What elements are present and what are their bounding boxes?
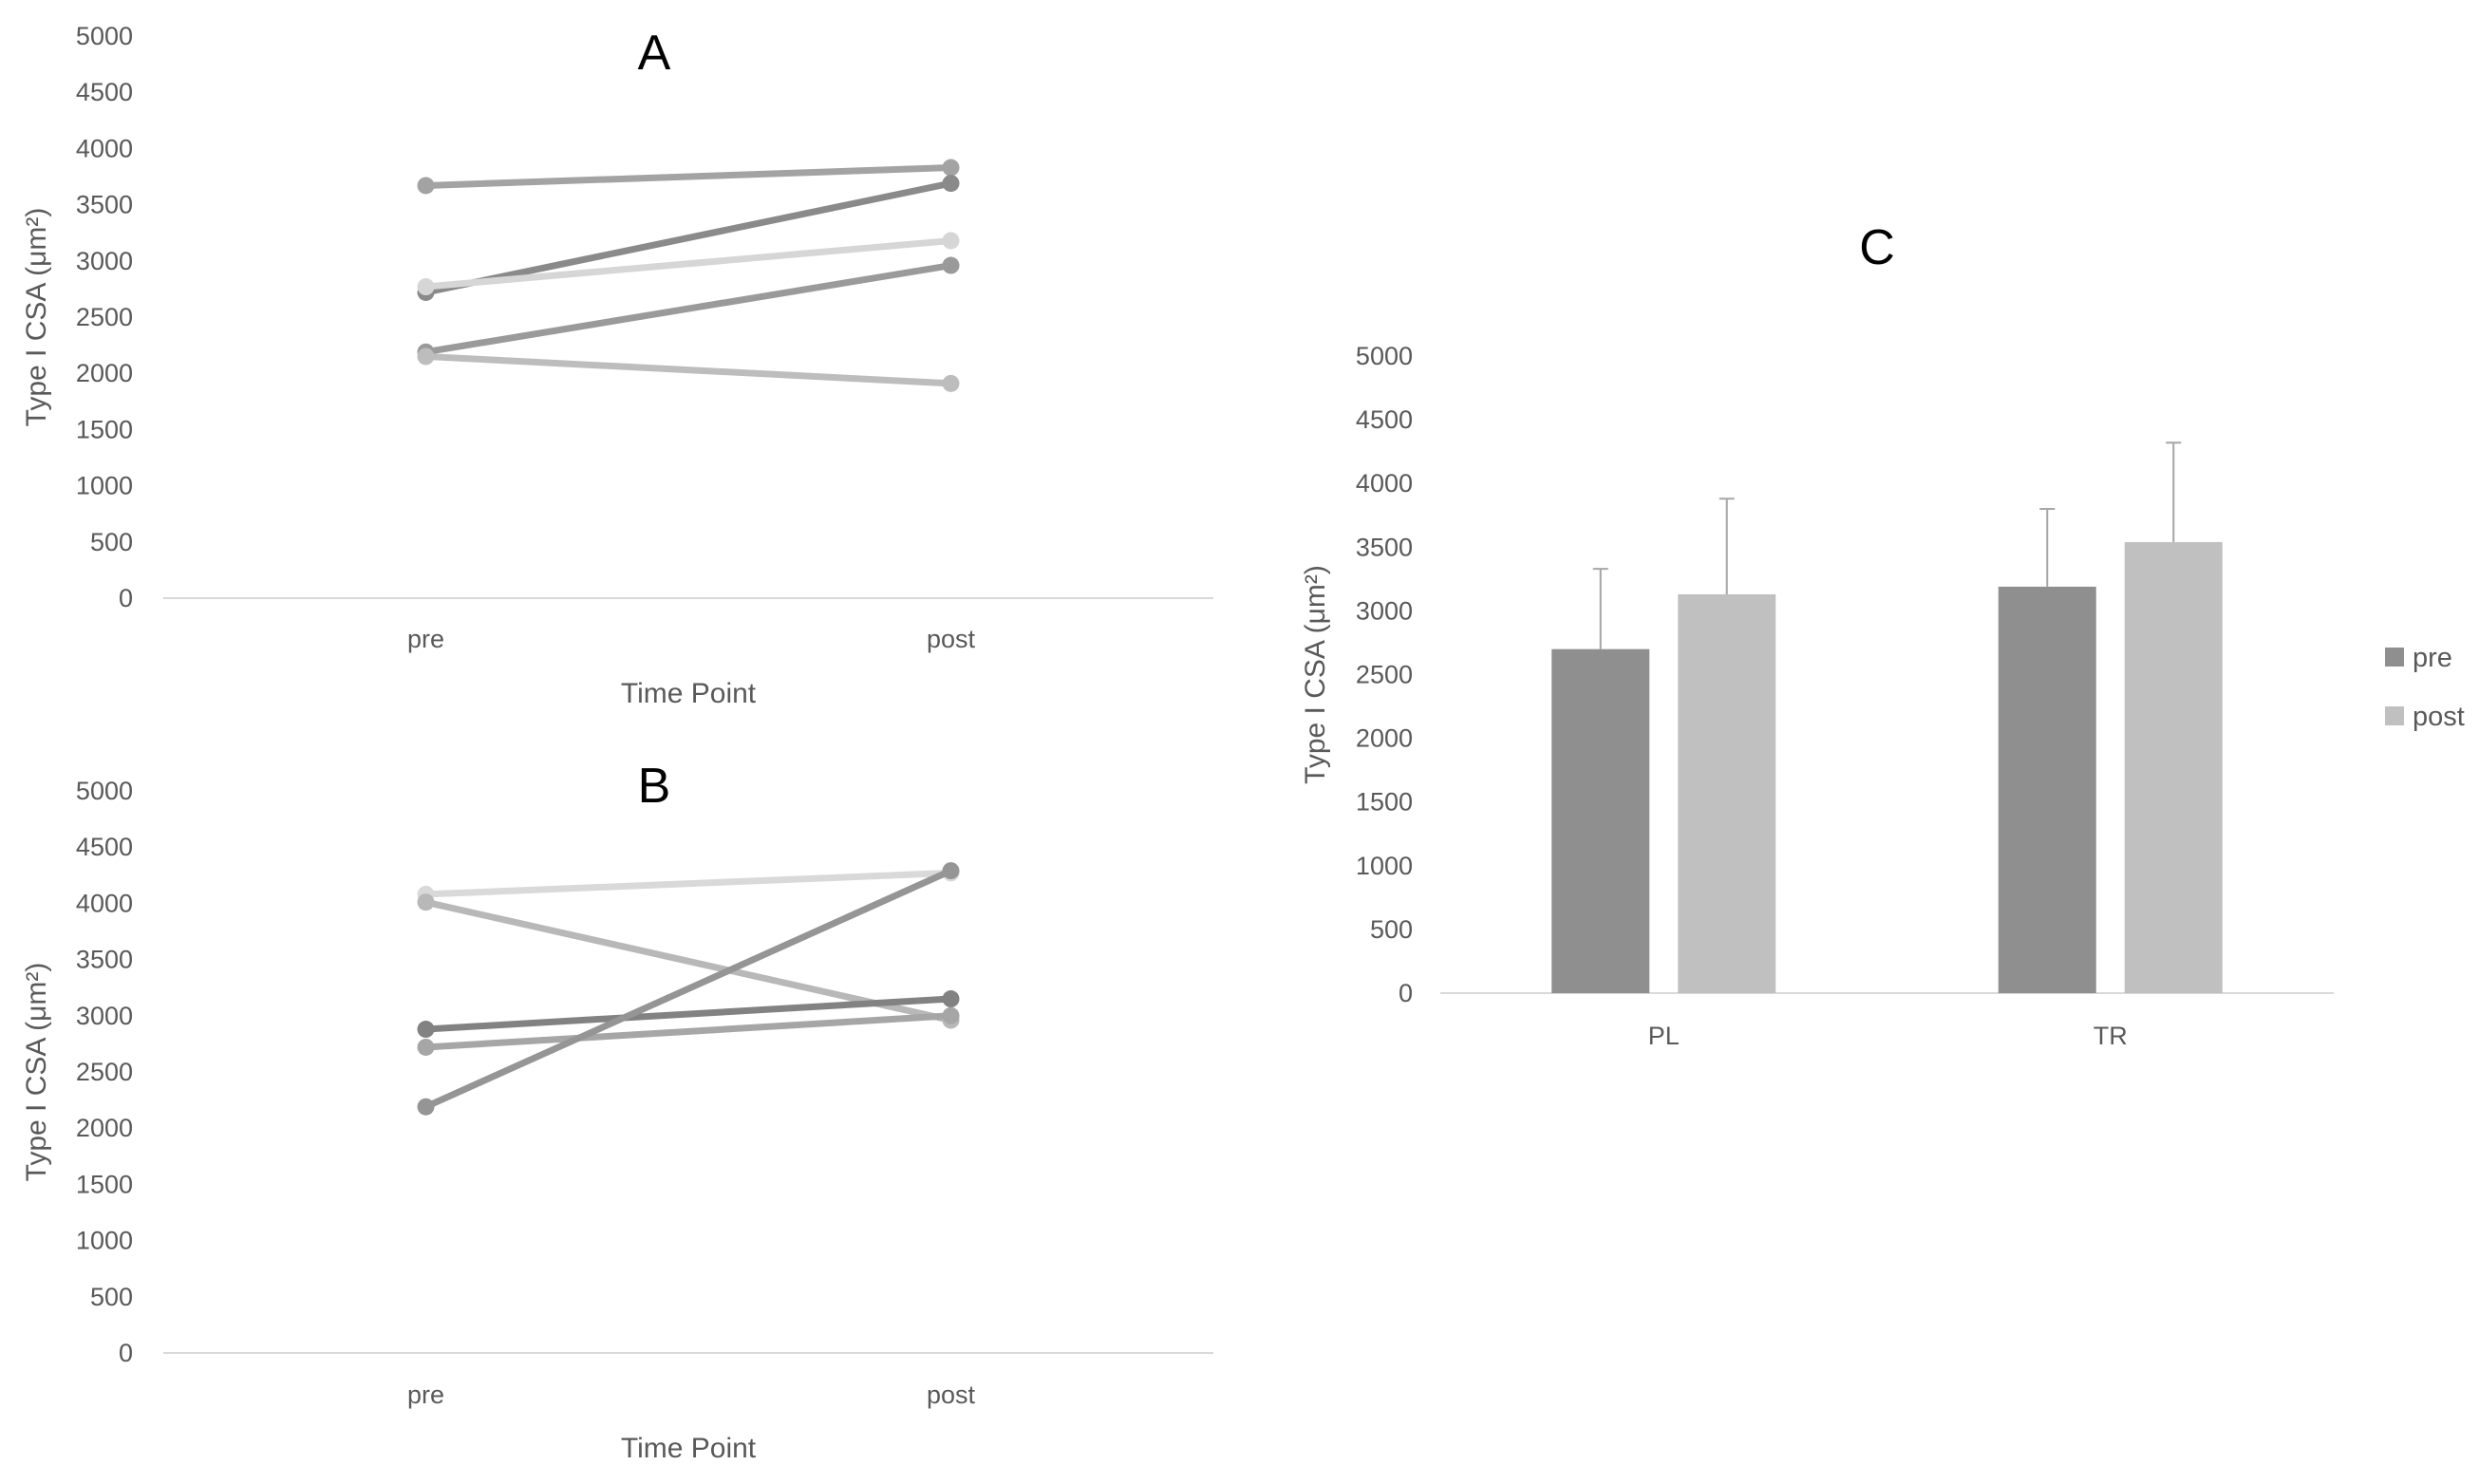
panel-b-series-line	[423, 995, 954, 1033]
panel-c-y-tick-label: 4500	[1356, 405, 1413, 434]
panel-b-y-tick-label: 2500	[76, 1058, 133, 1086]
panel-a-series-line	[423, 262, 954, 356]
panel-c-legend-label: pre	[2413, 643, 2452, 673]
panel-c-y-tick-label: 2000	[1356, 724, 1413, 753]
panel-b-series-line	[423, 898, 954, 1024]
panel-c-legend-swatch	[2385, 706, 2404, 725]
panel-c-legend-swatch	[2385, 648, 2404, 667]
panel-c-y-tick-label: 500	[1370, 915, 1413, 944]
panel-c-bar-pre	[1551, 648, 1650, 993]
panel-a-data-point	[942, 232, 960, 250]
panel-c-legend-label: post	[2413, 702, 2465, 732]
panel-a-y-tick-label: 1500	[76, 415, 133, 443]
panel-a-y-tick-label: 2000	[76, 359, 133, 387]
panel-c-bar-post	[1678, 593, 1776, 993]
panel-b-y-tick-label: 5000	[76, 777, 133, 805]
panel-b-series-line	[423, 869, 954, 898]
panel-c-x-tick-label: PL	[1648, 1022, 1680, 1050]
panel-b-x-tick-label: pre	[407, 1381, 444, 1409]
panel-a-data-point	[942, 374, 960, 392]
panel-a-x-tick-label: post	[927, 625, 976, 653]
panel-c-x-tick-label: TR	[2094, 1022, 2128, 1050]
panel-c-y-tick-label: 0	[1399, 979, 1413, 1007]
panel-b-y-tick-label: 4000	[76, 889, 133, 917]
panel-a-y-axis-title: Type I CSA (μm²)	[21, 208, 52, 427]
panel-b-data-point	[942, 862, 960, 880]
panel-b-y-tick-label: 1000	[76, 1227, 133, 1255]
panel-a-x-tick-label: pre	[407, 625, 444, 653]
panel-a-data-point	[417, 278, 435, 296]
panel-c-bar-pre	[1998, 586, 2096, 993]
panel-c-y-tick-label: 3000	[1356, 596, 1413, 625]
panel-a-y-tick-label: 4500	[76, 78, 133, 106]
panel-b-title: B	[638, 759, 671, 814]
panel-a-series-line	[423, 352, 954, 387]
panel-b-y-tick-label: 3500	[76, 946, 133, 974]
panel-a-title: A	[638, 26, 671, 81]
panel-a-y-tick-label: 500	[90, 528, 133, 556]
panel-a-data-point	[417, 177, 435, 195]
panel-c-y-tick-label: 1500	[1356, 788, 1413, 817]
panel-c-bar-post	[2124, 541, 2223, 993]
panel-a-series-line	[423, 236, 954, 291]
panel-b-x-tick-label: post	[927, 1381, 976, 1409]
panel-b-series-line	[423, 867, 954, 1111]
panel-a-data-point	[417, 348, 435, 366]
panel-a-series-line	[423, 164, 954, 189]
panel-b-x-axis-title: Time Point	[621, 1433, 757, 1464]
panel-c-y-tick-label: 1000	[1356, 852, 1413, 880]
panel-c-y-axis-title: Type I CSA (μm²)	[1300, 565, 1331, 784]
panel-a-data-point	[942, 175, 960, 193]
panel-a-data-point	[942, 256, 960, 274]
panel-a-y-tick-label: 5000	[76, 22, 133, 50]
panel-b-series-line	[423, 1012, 954, 1051]
panel-b-y-tick-label: 1500	[76, 1170, 133, 1198]
panel-a-y-tick-label: 0	[119, 584, 133, 612]
panel-a-y-tick-label: 4000	[76, 134, 133, 162]
panel-b-y-axis-title: Type I CSA (μm²)	[21, 963, 52, 1182]
panel-b-y-tick-label: 4500	[76, 833, 133, 861]
panel-b-data-point	[417, 1038, 435, 1056]
panel-a-x-axis-title: Time Point	[621, 678, 757, 709]
panel-b-data-point	[417, 1021, 435, 1039]
panel-a-y-tick-label: 1000	[76, 472, 133, 500]
panel-b-data-point	[417, 1098, 435, 1116]
panel-a-y-tick-label: 3500	[76, 191, 133, 219]
panel-c-y-tick-label: 4000	[1356, 469, 1413, 498]
panel-b-data-point	[942, 990, 960, 1008]
panel-a-data-point	[942, 159, 960, 177]
panel-c-y-tick-label: 2500	[1356, 661, 1413, 689]
panel-c-y-tick-label: 3500	[1356, 533, 1413, 561]
panel-a-y-tick-label: 3000	[76, 247, 133, 275]
panel-b-data-point	[417, 893, 435, 911]
panel-b-y-tick-label: 2000	[76, 1114, 133, 1142]
panel-a-y-tick-label: 2500	[76, 303, 133, 331]
panel-b-y-tick-label: 500	[90, 1283, 133, 1311]
panel-c-y-tick-label: 5000	[1356, 342, 1413, 370]
panel-b-y-tick-label: 0	[119, 1339, 133, 1367]
panel-b-data-point	[942, 1006, 960, 1024]
panel-b-y-tick-label: 3000	[76, 1002, 133, 1030]
panel-c-title: C	[1859, 220, 1895, 275]
panel-a-series-line	[423, 179, 954, 296]
